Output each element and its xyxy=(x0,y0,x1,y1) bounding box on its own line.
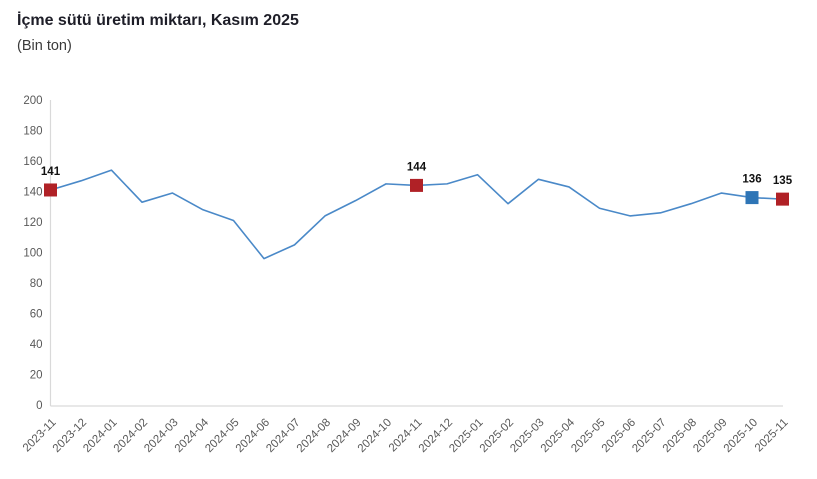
y-tick-label: 160 xyxy=(23,156,42,168)
highlight-marker-2025-11 xyxy=(776,192,789,206)
data-label-2023-11: 141 xyxy=(41,166,61,178)
y-tick-label: 0 xyxy=(36,400,42,412)
data-label-2024-11: 144 xyxy=(407,161,427,173)
x-tick-label: 2025-11 xyxy=(753,417,791,455)
y-tick-label: 60 xyxy=(30,309,43,321)
y-tick-label: 200 xyxy=(23,95,42,107)
y-tick-label: 140 xyxy=(23,187,42,199)
x-tick-label: 2024-10 xyxy=(356,417,394,455)
chart-title: İçme sütü üretim miktarı, Kasım 2025 xyxy=(17,12,299,29)
data-label-2025-11: 135 xyxy=(773,175,793,187)
y-tick-label: 40 xyxy=(30,339,43,351)
y-tick-label: 120 xyxy=(23,217,42,229)
data-label-2025-10: 136 xyxy=(742,174,761,186)
y-tick-label: 100 xyxy=(23,248,42,260)
highlight-marker-2023-11 xyxy=(44,183,57,197)
x-tick-label: 2025-10 xyxy=(722,417,760,455)
y-tick-label: 80 xyxy=(30,278,43,290)
chart-unit-label: (Bin ton) xyxy=(17,38,72,54)
highlight-marker-2025-10 xyxy=(745,191,759,205)
y-tick-label: 180 xyxy=(23,126,42,138)
highlight-marker-2024-11 xyxy=(410,178,423,192)
y-tick-label: 20 xyxy=(30,370,43,382)
